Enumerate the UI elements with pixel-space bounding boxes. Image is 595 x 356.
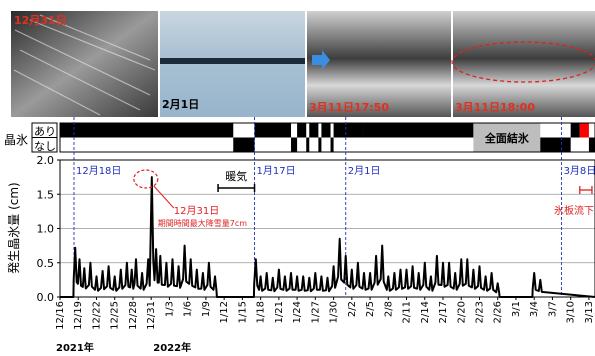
photo-mar11-1800: 3月11日18:00 [451,11,595,117]
warm-annotation: 暖気 [217,169,256,192]
ice-flow-label: 氷板流下 [554,204,594,217]
x-tick-label: 2/5 [365,301,376,317]
marker-label: 3月8日 [564,165,595,177]
x-tick-label: 12/28 [128,301,139,330]
x-tick-label: 2/11 [402,301,413,323]
photo-mar11-1750: 3月11日17:50 [307,11,451,117]
x-tick-label: 2/23 [474,301,485,323]
x-tick-label: 1/9 [201,301,212,317]
x-tick-label: 2/26 [493,301,504,323]
ice-yes-block [333,123,364,138]
peak-annotation: 12月31日 期間時間最大降雪量7cm [133,169,247,228]
ice-yes-label: あり [34,125,56,138]
x-tick-label: 2/14 [420,301,431,323]
x-tick-label: 12/16 [55,301,66,330]
photo-caption: 3月11日17:50 [309,101,389,114]
ice-strip-label: 晶氷 [4,133,28,147]
ice-flow-block [579,123,589,138]
photo-feb1: 2月1日 [160,11,305,117]
y-axis-label: 発生晶氷量 (cm) [7,182,21,273]
x-tick-label: 1/3 [164,301,175,317]
ice-yes-block [297,123,307,138]
y-tick-label: 0.0 [37,291,55,304]
x-tick-label: 2/17 [438,301,449,323]
ice-no-block [306,137,310,152]
x-tick-label: 12/22 [91,301,102,330]
ice-no-block [233,137,255,152]
x-tick-label: 2/8 [383,301,394,317]
ice-yes-block [309,123,319,138]
full-freeze-label: 全面結氷 [484,131,530,145]
ice-yes-block [321,123,331,138]
y-tick-label: 0.5 [37,257,55,270]
x-tick-label: 1/24 [292,301,303,323]
ice-strip: 晶氷 あり なし 全面結氷 [4,122,595,153]
peak-note-label: 期間時間最大降雪量7cm [158,218,247,228]
y-tick-label: 2.0 [37,154,55,167]
x-tick-label: 12/19 [73,301,84,330]
photo-dec31: 12月31日 [11,11,158,117]
x-tick-label: 2/2 [347,301,358,317]
x-tick-label: 3/1 [511,301,522,317]
marker-label: 12月18日 [76,165,121,177]
x-tick-label: 3/7 [547,301,558,317]
ice-no-block [291,137,298,152]
y-axis-ticks: 0.0 0.5 1.0 1.5 2.0 [37,154,60,304]
peak-circle [133,169,159,189]
ice-strip-frame [59,122,595,153]
plot-frame [59,159,595,298]
gridlines [60,193,595,264]
x-tick-label: 1/27 [310,301,321,323]
year-labels: 2021年 2022年 [56,341,191,354]
ice-yes-block [363,123,474,138]
x-tick-label: 12/31 [146,301,157,330]
ice-flow-annotation: 氷板流下 [554,186,594,217]
ice-no-block [588,137,595,152]
x-tick-label: 1/15 [237,301,248,323]
x-axis-ticks: 12/16 12/19 12/22 12/25 12/28 12/31 1/3 1/6 1/9 1… [55,297,595,330]
ice-yes-block [254,123,292,138]
photo-caption: 2月1日 [162,98,199,111]
marker-label: 1月17日 [257,165,296,177]
chart: 12月18日 1月17日 2月1日 3月8日 0.0 0.5 1.0 1.5 2.0 12/1… [7,117,595,354]
ice-strip-blocks [59,122,595,153]
x-tick-label: 3/4 [529,301,540,317]
x-tick-label: 1/18 [256,301,267,323]
x-tick-label: 12/25 [110,301,121,330]
peak-date-label: 12月31日 [174,205,219,217]
marker-label: 2月1日 [348,165,381,177]
x-tick-label: 3/10 [566,301,577,323]
highlight-ellipse [451,41,595,83]
x-tick-label: 1/21 [274,301,285,323]
ice-yes-block [60,123,234,138]
ice-no-block [318,137,322,152]
ice-yes-block [570,123,580,138]
year-label: 2022年 [153,341,191,354]
x-tick-label: 1/12 [219,301,230,323]
y-tick-label: 1.0 [37,223,55,236]
warm-label: 暖気 [225,169,247,183]
ice-no-block [330,137,334,152]
arrow-right-icon [312,50,330,70]
x-tick-label: 2/20 [456,301,467,323]
ice-no-block [540,137,571,152]
photo-strip: 12月31日 2月1日 3月11日17:50 3月11日18:00 [11,11,595,117]
full-freeze-block [473,123,541,152]
series-line [60,176,595,298]
photo-caption: 12月31日 [14,14,67,27]
peak-leader-line [153,185,175,209]
year-label: 2021年 [56,341,94,354]
x-tick-label: 1/30 [329,301,340,323]
y-tick-label: 1.5 [37,188,55,201]
x-tick-label: 1/6 [183,301,194,317]
x-tick-label: 3/13 [584,301,595,323]
ice-no-label: なし [34,140,56,153]
photo-caption: 3月11日18:00 [455,101,535,114]
